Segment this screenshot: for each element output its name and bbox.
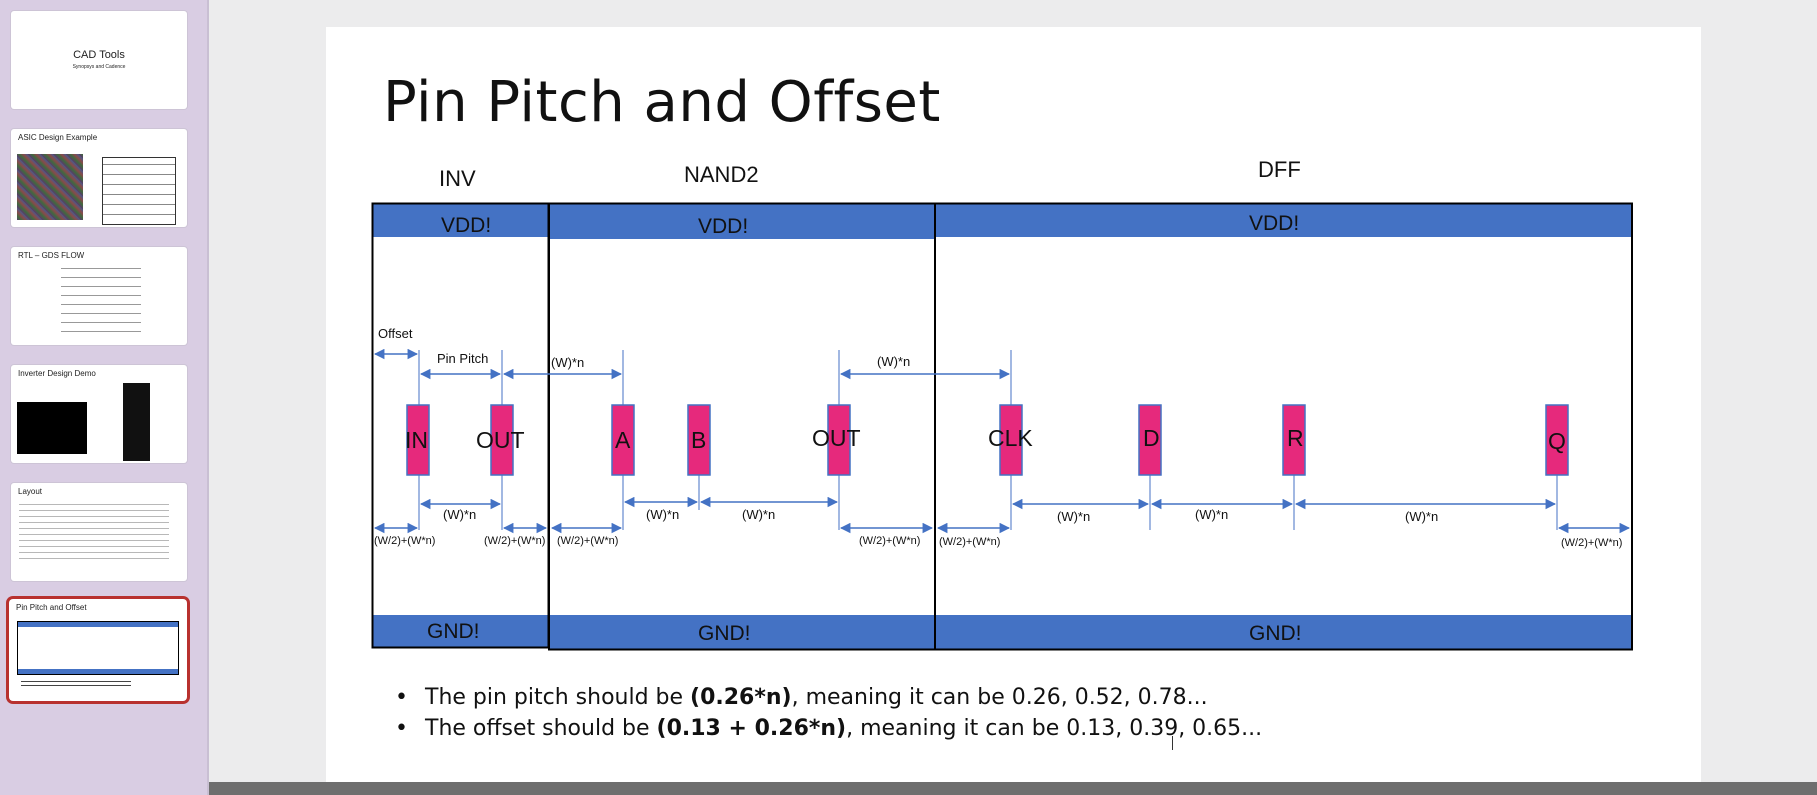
pin-label-in: IN (405, 427, 428, 453)
bullet-1-rest: , meaning it can be 0.26, 0.52, 0.78... (791, 685, 1208, 710)
slide-title[interactable]: Pin Pitch and Offset (383, 70, 941, 135)
chip-die-image (17, 154, 83, 220)
wn-label-3: (W)*n (443, 507, 477, 522)
half-label-6: (W/2)+(W*n) (1561, 537, 1623, 549)
slide-thumbnail-1[interactable]: CAD Tools Synopsys and Cadence (11, 11, 187, 109)
thumbnail-title: Pin Pitch and Offset (16, 603, 87, 612)
slide-thumbnail-4[interactable]: Inverter Design Demo (11, 365, 187, 463)
cell-name-dff: DFF (1258, 157, 1301, 182)
pin-label-inv-out: OUT (476, 427, 525, 453)
thumbnail-title: CAD Tools (73, 49, 125, 61)
bullet-2-formula: (0.13 + 0.26*n) (656, 716, 847, 741)
pin-nand-a (611, 404, 635, 476)
pin-inv-in (406, 404, 430, 476)
pin-label-clk: CLK (988, 425, 1033, 451)
pin-dff-d (1138, 404, 1162, 476)
gnd-label-nand2: GND! (698, 622, 751, 645)
pin-label-nand-out: OUT (812, 425, 861, 451)
bullet-dot: • (395, 716, 408, 741)
slide-thumbnail-6-selected[interactable]: Pin Pitch and Offset (9, 599, 187, 701)
thumbnail-title: Layout (18, 487, 43, 496)
wn-label-7: (W)*n (1195, 507, 1229, 522)
sidebar-divider[interactable] (207, 0, 209, 795)
vdd-label-dff: VDD! (1249, 212, 1300, 235)
gnd-label-dff: GND! (1249, 622, 1302, 645)
dff-cell-outline (934, 202, 1633, 651)
thumbnail-title: Inverter Design Demo (18, 369, 96, 378)
slide-thumbnail-3[interactable]: RTL – GDS FLOW (11, 247, 187, 345)
guide-lines (418, 350, 1558, 530)
wn-label-4: (W)*n (646, 507, 680, 522)
vdd-label-nand2: VDD! (698, 215, 749, 238)
mini-diagram-image (17, 621, 179, 675)
pin-label-a: A (615, 427, 631, 453)
half-label-3: (W/2)+(W*n) (557, 535, 619, 547)
gnd-rail-nand2 (549, 615, 935, 650)
vdd-rail-dff (935, 203, 1632, 237)
offset-label: Offset (378, 326, 413, 341)
pin-label-q: Q (1548, 428, 1566, 454)
vdd-rail-nand2 (549, 203, 935, 239)
flow-chart-image (61, 262, 141, 340)
wn-label-5: (W)*n (742, 507, 776, 522)
thumbnail-title: RTL – GDS FLOW (18, 251, 85, 260)
pin-nand-b (687, 404, 711, 476)
vdd-rail-inv (372, 203, 549, 237)
pin-label-d: D (1143, 425, 1160, 451)
half-label-1: (W/2)+(W*n) (374, 535, 436, 547)
text-lines-image (19, 502, 169, 564)
pin-inv-out (490, 404, 514, 476)
pin-dff-q (1545, 404, 1569, 476)
wn-label-1: (W)*n (551, 355, 585, 370)
cell-name-inv: INV (439, 166, 476, 191)
pin-dff-clk (999, 404, 1023, 476)
schematic-image (17, 402, 87, 454)
bullet-2-rest: , meaning it can be 0.13, 0.39, 0.65... (846, 716, 1263, 741)
inv-cell-outline (371, 202, 550, 649)
wn-label-6: (W)*n (1057, 509, 1091, 524)
bullet-1-formula: (0.26*n) (690, 685, 792, 710)
gnd-label-inv: GND! (427, 620, 480, 643)
half-label-5: (W/2)+(W*n) (939, 536, 1001, 548)
wn-label-8: (W)*n (1405, 509, 1439, 524)
pin-pitch-label: Pin Pitch (437, 351, 489, 366)
pin-nand-out (827, 404, 851, 476)
vdd-label-inv: VDD! (441, 214, 492, 237)
pin-label-r: R (1287, 425, 1304, 451)
slide-thumbnail-5[interactable]: Layout (11, 483, 187, 581)
thumbnail-subtitle: Synopsys and Cadence (72, 64, 126, 70)
pin-label-b: B (691, 427, 707, 453)
cell-name-nand2: NAND2 (684, 162, 759, 187)
half-label-2: (W/2)+(W*n) (484, 535, 546, 547)
slide-thumbnail-2[interactable]: ASIC Design Example (11, 129, 187, 227)
pin-dff-r (1282, 404, 1306, 476)
wn-label-2: (W)*n (877, 354, 911, 369)
gnd-rail-inv (372, 615, 549, 648)
bullet-dot: • (395, 685, 408, 710)
block-diagram-image (102, 157, 176, 225)
nand2-cell-outline (548, 202, 936, 651)
status-bar (209, 782, 1817, 795)
gnd-rail-dff (935, 615, 1632, 650)
bullet-1-text: The pin pitch should be (425, 685, 691, 710)
half-label-4: (W/2)+(W*n) (859, 535, 921, 547)
layout-image (123, 383, 150, 461)
text-cursor-icon (1172, 736, 1173, 750)
bullet-2-text: The offset should be (425, 716, 657, 741)
slide-thumbnail-panel: CAD Tools Synopsys and Cadence ASIC Desi… (0, 0, 207, 795)
thumbnail-title: ASIC Design Example (18, 133, 98, 142)
mini-bullets-image (21, 681, 131, 689)
